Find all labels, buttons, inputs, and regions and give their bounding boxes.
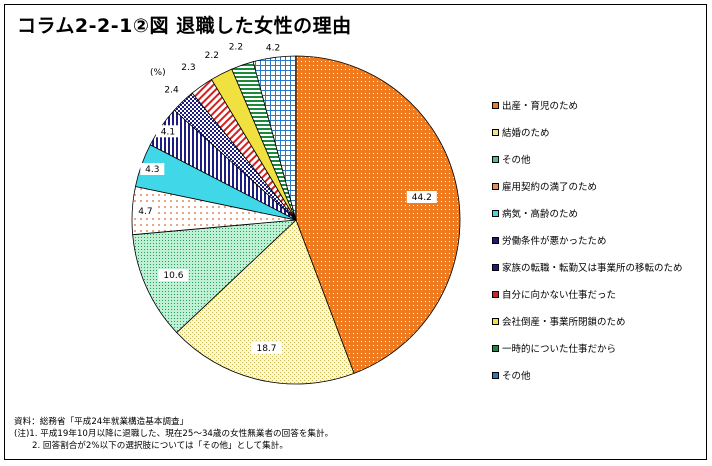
source-notes: 資料：総務省「平成24年就業構造基本調査」 (注)1. 平成19年10月以降に退… [14,416,333,452]
pie-slice-2 [132,219,298,334]
pie-value-labels: 44.2 18.7 10.6 4.7 4.3 4.1 2.4 2.3 2.2 2.2 4.2 [133,42,437,354]
legend-swatch-9 [492,344,499,352]
legend-swatch-4 [492,209,499,217]
legend-swatch-7 [492,290,499,298]
pie-value-label-bg-3 [133,205,158,218]
pie-value-label-bg-0 [406,191,437,203]
legend-item-9: 一時的についた仕事だから [492,341,616,355]
legend-swatch-10 [492,371,499,379]
pie-value-label-bg-4 [140,163,165,175]
pie-value-label-bg-2 [158,269,189,282]
legend-label-3: 雇用契約の満了のため [502,182,598,193]
pie-slice-0 [295,55,461,374]
legend-label-4: 病気・高齢のため [502,209,579,220]
legend-item-10: その他 [492,368,531,382]
note-1: (注)1. 平成19年10月以降に退職した、現在25～34歳の女性無業者の回答を… [14,429,334,439]
pie-value-label-3: 4.7 [138,207,152,217]
legend-item-8: 会社倒産・事業所閉鎖のため [492,314,626,328]
legend-swatch-6 [492,263,499,271]
pie-slices [131,55,461,385]
pie-value-label-8: 2.2 [205,51,219,61]
pie-value-label-bg-1 [251,341,282,354]
legend-item-2: その他 [492,152,531,166]
legend-label-1: 結婚のため [502,128,550,139]
pie-slice-1 [176,219,355,385]
unit-label: (%) [150,68,166,78]
pie-value-label-9: 2.2 [229,42,243,52]
chart-title: コラム2-2-1②図 退職した女性の理由 [17,15,352,37]
pie-value-label-5: 4.1 [161,127,175,137]
pie-slice-10 [252,55,297,221]
legend-label-8: 会社倒産・事業所閉鎖のため [502,317,626,328]
note-source: 資料：総務省「平成24年就業構造基本調査」 [14,417,189,427]
pie-value-label-4: 4.3 [145,165,159,175]
legend-label-0: 出産・育児のため [502,101,579,112]
legend-label-6: 家族の転職・転勤又は事業所の移転のため [502,263,683,274]
legend-label-2: その他 [502,155,531,166]
pie-value-label-1: 18.7 [256,344,276,354]
legend-swatch-0 [492,101,499,109]
legend-label-5: 労働条件が悪かったため [502,236,607,247]
legend-item-6: 家族の転職・転勤又は事業所の移転のため [492,260,683,274]
legend-item-0: 出産・育児のため [492,98,578,112]
legend-item-4: 病気・高齢のため [492,206,578,220]
note-2: 2. 回答割合が2%以下の選択肢については「その他」として集計。 [32,441,288,451]
legend-swatch-2 [492,155,499,163]
pie-value-label-bg-5 [155,125,180,138]
legend-label-7: 自分に向かない仕事だった [502,290,617,301]
pie-value-label-2: 10.6 [163,271,183,281]
pie-value-label-10: 4.2 [266,44,280,54]
legend-label-10: その他 [502,371,531,382]
legend-item-3: 雇用契約の満了のため [492,179,597,193]
pie-value-label-0: 44.2 [412,193,432,203]
legend-swatch-3 [492,182,499,190]
legend-item-5: 労働条件が悪かったため [492,233,607,247]
legend-swatch-8 [492,317,499,325]
legend-label-9: 一時的についた仕事だから [502,344,617,355]
pie-value-label-7: 2.3 [181,63,195,73]
legend-item-1: 結婚のため [492,125,550,139]
legend-swatch-5 [492,236,499,244]
pie-value-label-6: 2.4 [164,85,179,95]
legend-swatch-1 [492,128,499,136]
legend-item-7: 自分に向かない仕事だった [492,287,616,301]
